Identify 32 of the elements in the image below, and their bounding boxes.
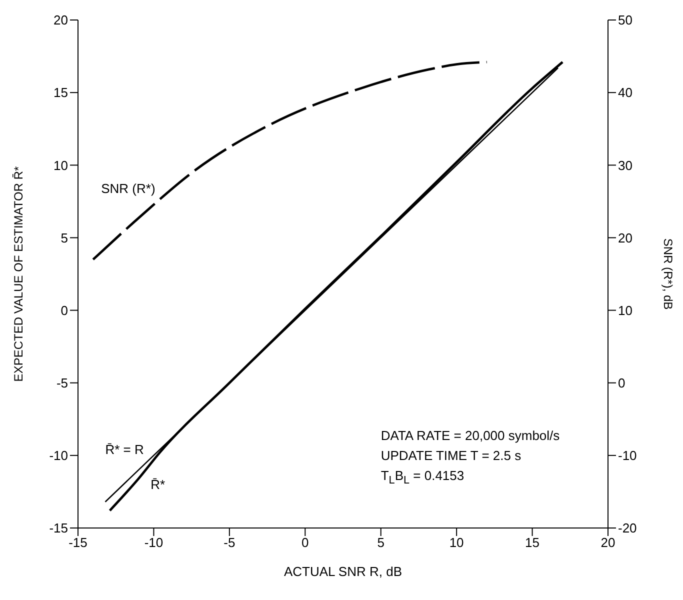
y2-tick-label: -10 — [618, 448, 637, 464]
y-tick-label: -5 — [56, 375, 68, 390]
annotation: UPDATE TIME T = 2.5 s — [380, 447, 522, 466]
y-tick-label: 20 — [54, 12, 68, 28]
y-tick-label: -10 — [49, 448, 68, 464]
y2-tick-label: 40 — [618, 85, 632, 100]
series-label: R̄* = R — [105, 442, 144, 457]
y-tick-label: 5 — [60, 230, 68, 246]
y2-tick-label: 0 — [618, 375, 626, 390]
y-tick-label: 10 — [54, 158, 68, 173]
y-axis-title: EXPECTED VALUE OF ESTIMATOR R̄* — [11, 166, 26, 382]
y2-tick-label: 20 — [618, 230, 632, 246]
y2-tick-label: 50 — [618, 12, 632, 28]
x-tick-label: 15 — [525, 535, 540, 550]
annotation: T$_{L}$B$_{L}$ = 0.4153 — [380, 467, 466, 489]
x-tick-label: -10 — [144, 535, 164, 550]
x-tick-label: 0 — [302, 535, 309, 550]
series-label: SNR (R*) — [101, 181, 156, 196]
x-tick-label: 10 — [449, 535, 464, 550]
x-tick-label: -5 — [224, 535, 236, 550]
y-tick-label: -15 — [49, 520, 68, 536]
series-label: R̄* — [150, 476, 166, 492]
y2-axis-title: SNR (R*), dB — [660, 238, 675, 310]
y-tick-label: 0 — [60, 302, 68, 318]
x-tick-label: 5 — [377, 535, 384, 550]
annotation: DATA RATE = 20,000 symbol/s — [380, 427, 560, 446]
y2-tick-label: -20 — [618, 520, 637, 536]
x-axis-title: ACTUAL SNR R, dB — [284, 564, 402, 579]
x-tick-label: 20 — [600, 535, 616, 550]
y2-tick-label: 10 — [618, 302, 632, 318]
y-tick-label: 15 — [54, 85, 68, 100]
y2-tick-label: 30 — [618, 158, 632, 173]
